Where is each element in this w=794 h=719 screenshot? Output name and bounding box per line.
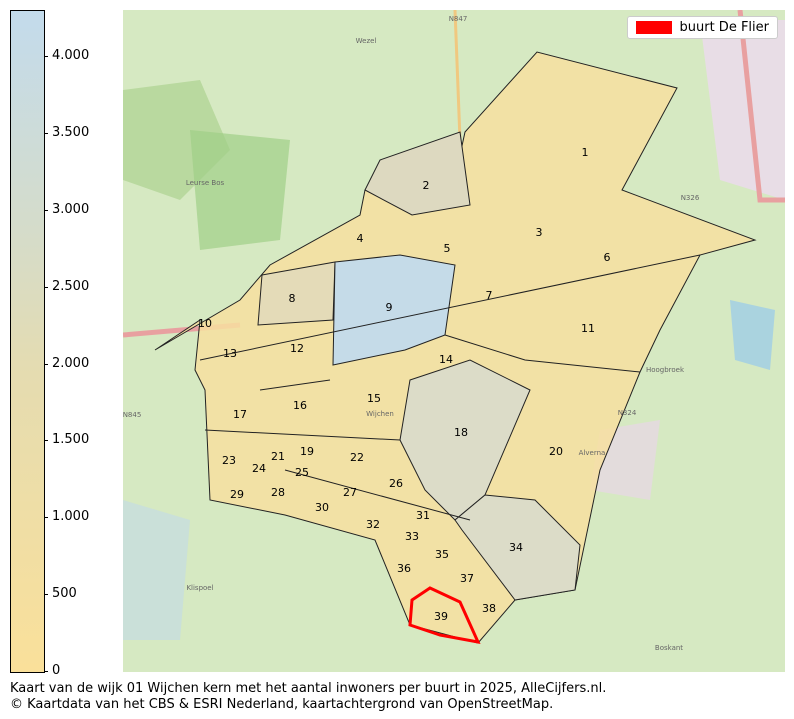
place-label: Wijchen <box>366 410 394 418</box>
buurt-label: 4 <box>357 232 364 245</box>
buurt-label: 39 <box>434 610 448 623</box>
place-label: N847 <box>449 15 468 23</box>
place-label: Wezel <box>356 37 377 45</box>
buurt-label: 17 <box>233 408 247 421</box>
place-label: Hoogbroek <box>646 366 685 374</box>
legend: buurt De Flier <box>626 16 778 39</box>
buurt-8 <box>257 261 336 326</box>
buurt-label: 8 <box>289 292 296 305</box>
buurt-label: 5 <box>444 242 451 255</box>
buurt-label: 24 <box>252 462 266 475</box>
buurt-label: 27 <box>343 486 357 499</box>
buurt-label: 15 <box>367 392 381 405</box>
place-label: Alverna <box>579 449 606 457</box>
buurt-label: 16 <box>293 399 307 412</box>
buurt-label: 33 <box>405 530 419 543</box>
buurt-label: 29 <box>230 488 244 501</box>
place-label: Klispoel <box>186 584 213 592</box>
legend-label: buurt De Flier <box>679 20 770 35</box>
buurt-label: 3 <box>536 226 543 239</box>
buurt-label: 31 <box>416 509 430 522</box>
colorbar-tick: 2.000 <box>44 356 89 371</box>
buurt-label: 23 <box>222 454 236 467</box>
buurt-label: 25 <box>295 466 309 479</box>
footer: Kaart van de wijk 01 Wijchen kern met he… <box>10 681 606 713</box>
place-label: N326 <box>681 194 700 202</box>
buurt-label: 35 <box>435 548 449 561</box>
buurt-label: 26 <box>389 477 403 490</box>
colorbar <box>10 10 45 673</box>
buurt-label: 34 <box>509 541 523 554</box>
buurt-label: 30 <box>315 501 329 514</box>
buurt-label: 20 <box>549 445 563 458</box>
buurt-label: 21 <box>271 450 285 463</box>
colorbar-tick: 3.500 <box>44 125 89 140</box>
wijk-area <box>154 51 757 644</box>
colorbar-tick: 4.000 <box>44 49 89 63</box>
place-label: Leurse Bos <box>186 179 225 187</box>
buurt-label: 13 <box>223 347 237 360</box>
buurt-label: 14 <box>439 353 453 366</box>
colorbar-tick: 0 <box>44 664 60 678</box>
colorbar-tick: 2.500 <box>44 279 89 294</box>
buurt-label: 11 <box>581 322 595 335</box>
colorbar-tick: 500 <box>44 587 77 601</box>
place-label: Boskant <box>655 644 683 652</box>
buurt-label: 36 <box>397 562 411 575</box>
buurt-label: 37 <box>460 572 474 585</box>
place-label: N324 <box>618 409 637 417</box>
buurt-label: 38 <box>482 602 496 615</box>
colorbar-tick: 1.500 <box>44 433 89 447</box>
buurt-label: 19 <box>300 445 314 458</box>
buurt-label: 32 <box>366 518 380 531</box>
colorbar-tick: 3.000 <box>44 202 89 217</box>
buurt-label: 9 <box>386 301 393 314</box>
attribution: © Kaartdata van het CBS & ESRI Nederland… <box>10 697 554 712</box>
buurt-label: 1 <box>582 146 589 159</box>
colorbar-tick: 1.000 <box>44 510 89 524</box>
buurt-label: 18 <box>454 426 468 439</box>
buurt-label: 28 <box>271 486 285 499</box>
buurt-label: 22 <box>350 451 364 464</box>
buurt-label: 6 <box>604 251 611 264</box>
buurt-39-highlight <box>408 586 481 644</box>
legend-swatch <box>635 21 672 34</box>
buurt-label: 2 <box>423 179 430 192</box>
buurt-label: 12 <box>290 342 304 355</box>
buurt-label: 7 <box>486 289 493 302</box>
caption: Kaart van de wijk 01 Wijchen kern met he… <box>10 681 607 696</box>
buurt-label: 10 <box>198 317 212 330</box>
buurt-34 <box>454 494 581 601</box>
place-label: N845 <box>123 411 141 419</box>
buurt-2 <box>364 131 471 216</box>
